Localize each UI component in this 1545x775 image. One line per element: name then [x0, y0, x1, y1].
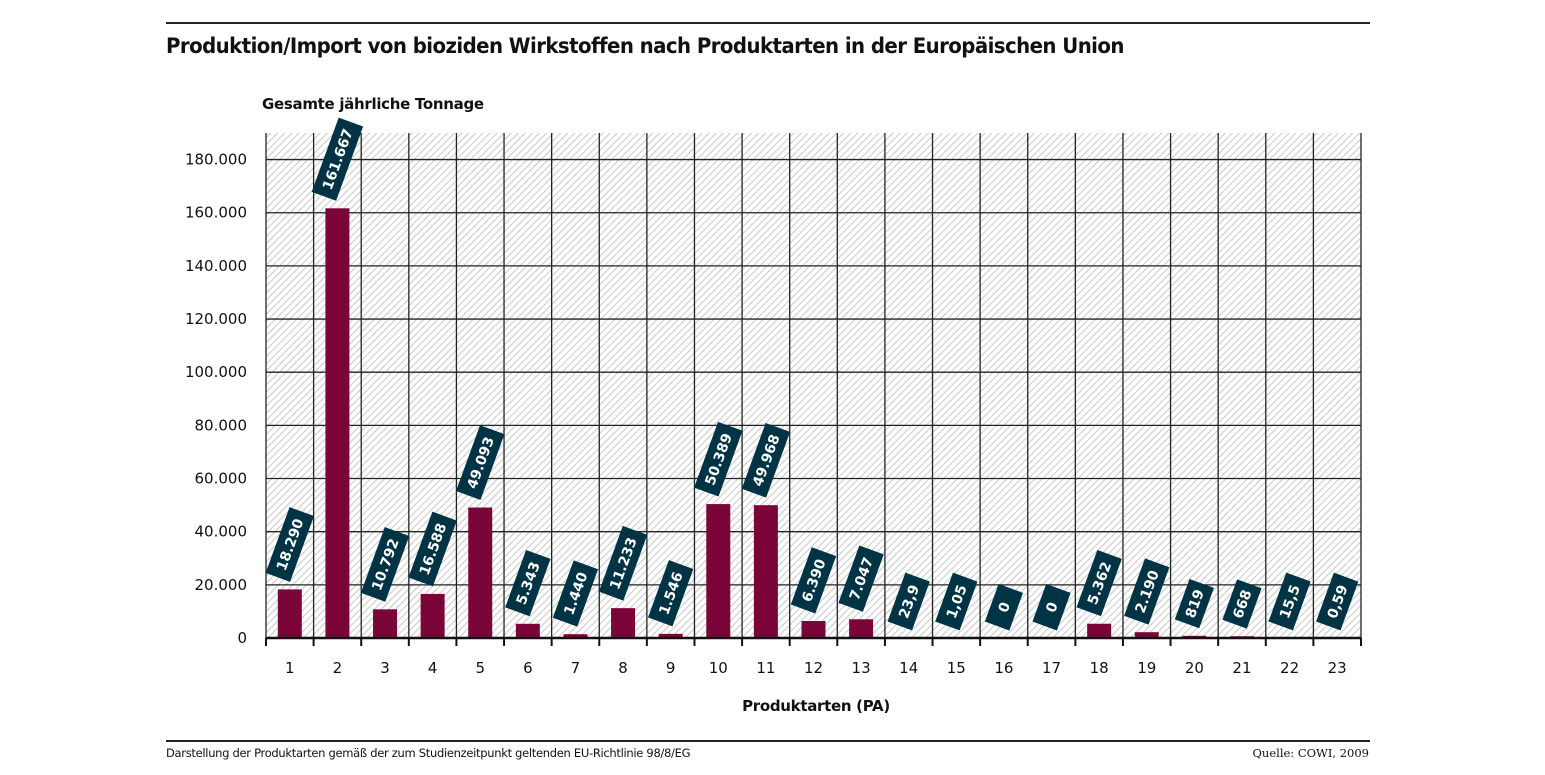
x-tick-label: 4 — [428, 659, 438, 677]
data-label-box — [1316, 572, 1359, 631]
data-label: 668 — [1222, 579, 1262, 629]
data-label-box — [505, 550, 551, 617]
bar — [468, 507, 493, 638]
bar — [753, 505, 778, 638]
bar — [849, 619, 874, 638]
data-label-box — [408, 511, 457, 587]
data-label-box — [887, 572, 930, 631]
bar — [658, 633, 683, 638]
data-label: 49.968 — [741, 422, 791, 498]
x-axis-label: Produktarten (PA) — [742, 697, 890, 715]
y-axis-label: Gesamte jährliche Tonnage — [262, 95, 484, 113]
bar — [277, 589, 302, 638]
x-tick-label: 11 — [756, 659, 775, 677]
x-tick-label: 7 — [571, 659, 581, 677]
x-tick-label: 15 — [947, 659, 966, 677]
top-rule — [166, 22, 1370, 24]
data-label-box — [790, 547, 837, 614]
x-tick-label: 14 — [899, 659, 918, 677]
axes — [265, 636, 1362, 646]
bar — [325, 208, 350, 638]
bar — [373, 609, 398, 638]
x-tick-label: 12 — [804, 659, 823, 677]
x-tick-label: 21 — [1232, 659, 1251, 677]
x-tick-labels: 1 2 3 4 5 6 7 8 9 10 11 12 13 14 15 16 17 18 19 20 21 22 23 — [285, 659, 1347, 677]
data-label-box — [265, 507, 314, 582]
data-label-box — [1124, 558, 1170, 625]
y-tick-label: 180.000 — [185, 151, 247, 169]
bottom-rule — [166, 740, 1370, 742]
y-tick-labels: 0 20.000 40.000 60.000 80.000 100.000 120.000 1… — [185, 151, 247, 647]
x-tick-label: 16 — [994, 659, 1013, 677]
x-tick-label: 23 — [1328, 659, 1347, 677]
data-label-box — [648, 560, 694, 627]
x-tick-label: 2 — [333, 659, 343, 677]
data-label: 0 — [1032, 583, 1071, 631]
x-tick-label: 13 — [852, 659, 871, 677]
x-tick-label: 6 — [523, 659, 533, 677]
data-label-box — [694, 421, 743, 497]
bar — [420, 593, 445, 638]
bar — [563, 634, 588, 638]
data-label-box — [1268, 572, 1311, 631]
x-tick-label: 9 — [666, 659, 676, 677]
x-tick-label: 1 — [285, 659, 295, 677]
data-label-box — [984, 583, 1023, 631]
x-tick-label: 22 — [1280, 659, 1299, 677]
x-tick-label: 19 — [1137, 659, 1156, 677]
x-tick-label: 10 — [709, 659, 728, 677]
data-label: 0 — [984, 583, 1023, 631]
y-tick-label: 140.000 — [185, 257, 247, 275]
y-tick-label: 100.000 — [185, 363, 247, 381]
x-tick-label: 18 — [1090, 659, 1109, 677]
bar — [801, 621, 826, 638]
data-label-box — [311, 117, 364, 201]
data-label-box — [1174, 578, 1214, 629]
data-label-box — [1032, 583, 1071, 631]
data-label: 15,5 — [1268, 572, 1311, 631]
x-tick-label: 8 — [618, 659, 628, 677]
bar — [706, 504, 731, 638]
x-tick-label: 3 — [380, 659, 390, 677]
data-label-box — [1222, 579, 1262, 629]
y-tick-label: 160.000 — [185, 204, 247, 222]
grid-lines — [265, 133, 1362, 638]
x-tick-label: 20 — [1185, 659, 1204, 677]
data-label-box — [741, 422, 791, 498]
y-tick-label: 80.000 — [195, 416, 248, 434]
x-tick-label: 5 — [475, 659, 485, 677]
y-tick-label: 0 — [237, 629, 247, 647]
data-label-box — [1076, 549, 1122, 617]
data-label-box — [456, 425, 505, 500]
data-label-box — [598, 525, 648, 601]
bar — [1087, 623, 1112, 638]
bar — [1134, 632, 1159, 638]
bar — [515, 623, 540, 638]
y-tick-label: 120.000 — [185, 310, 247, 328]
data-label: 819 — [1174, 578, 1214, 629]
source-note: Quelle: COWI, 2009 — [1252, 746, 1370, 760]
footnote: Darstellung der Produktarten gemäß der z… — [166, 746, 691, 760]
x-tick-label: 17 — [1042, 659, 1061, 677]
y-tick-label: 40.000 — [195, 523, 248, 541]
bar — [611, 608, 636, 638]
data-label-box — [838, 545, 884, 612]
data-label-box — [935, 572, 978, 631]
data-label-box — [360, 527, 410, 602]
y-tick-label: 60.000 — [195, 470, 248, 488]
y-tick-label: 20.000 — [195, 576, 248, 594]
chart-title: Produktion/Import von bioziden Wirkstoff… — [166, 34, 1124, 58]
data-label-box — [552, 560, 599, 627]
